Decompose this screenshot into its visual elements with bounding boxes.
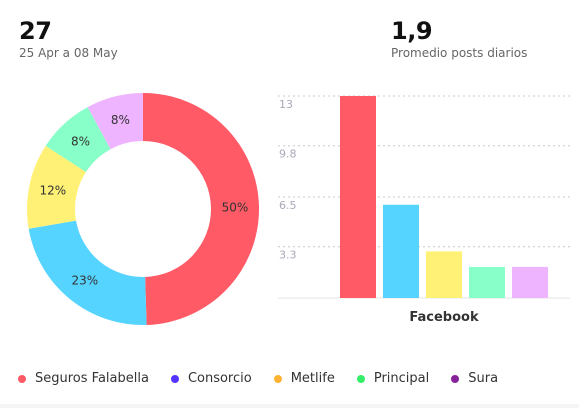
- total-stat: 27 25 Apr a 08 May: [19, 16, 118, 60]
- legend-item-seguros-falabella[interactable]: Seguros Falabella: [18, 371, 149, 386]
- donut-slice-sura[interactable]: [87, 93, 143, 150]
- legend-item-principal[interactable]: Principal: [356, 371, 430, 386]
- x-category-label: Facebook: [409, 310, 479, 325]
- y-tick-label: 13: [279, 98, 293, 111]
- legend-label: Sura: [468, 371, 499, 386]
- bar-metlife[interactable]: [426, 251, 462, 298]
- bar-sura[interactable]: [512, 266, 548, 298]
- y-tick-label: 9.8: [279, 148, 297, 161]
- total-posts-value: 27: [19, 17, 52, 45]
- avg-posts-value: 1,9: [391, 17, 433, 45]
- bar-consorcio[interactable]: [383, 204, 419, 298]
- avg-posts-label: Promedio posts diarios: [391, 46, 528, 60]
- legend-label: Metlife: [290, 371, 335, 386]
- donut-slice-principal[interactable]: [45, 107, 111, 172]
- donut-label-sura: 8%: [111, 113, 130, 127]
- bar-seguros-falabella[interactable]: [340, 96, 376, 298]
- legend-label: Consorcio: [187, 371, 252, 386]
- legend-dot-icon: [273, 374, 282, 383]
- donut-label-metlife: 12%: [40, 184, 67, 198]
- bar-principal[interactable]: [469, 266, 505, 298]
- legend-label: Seguros Falabella: [35, 371, 149, 386]
- legend-dot-icon: [451, 374, 460, 383]
- date-range: 25 Apr a 08 May: [19, 46, 118, 60]
- y-tick-label: 3.3: [279, 249, 297, 262]
- chart-legend: Seguros Falabella Consorcio Metlife Princip…: [18, 371, 578, 386]
- donut-label-seguros-falabella: 50%: [222, 201, 249, 215]
- legend-dot-icon: [170, 374, 179, 383]
- donut-label-consorcio: 23%: [72, 273, 99, 287]
- donut-slice-consorcio[interactable]: [28, 220, 147, 325]
- donut-slice-metlife[interactable]: [27, 145, 86, 229]
- bar-chart: 3.3 6.5 9.8 13 Facebook: [278, 95, 570, 325]
- donut-slice-seguros-falabella[interactable]: [143, 93, 260, 325]
- y-tick-label: 6.5: [279, 199, 297, 212]
- donut-chart: 50% 23% 12% 8% 8%: [27, 93, 260, 325]
- bottom-divider: [0, 404, 579, 408]
- legend-dot-icon: [18, 374, 26, 383]
- legend-item-consorcio[interactable]: Consorcio: [170, 371, 252, 386]
- legend-item-metlife[interactable]: Metlife: [273, 371, 335, 386]
- average-stat: 1,9 Promedio posts diarios: [391, 16, 527, 60]
- legend-dot-icon: [356, 374, 365, 383]
- donut-label-principal: 8%: [71, 134, 90, 148]
- legend-label: Principal: [373, 371, 430, 386]
- legend-item-sura[interactable]: Sura: [451, 371, 498, 386]
